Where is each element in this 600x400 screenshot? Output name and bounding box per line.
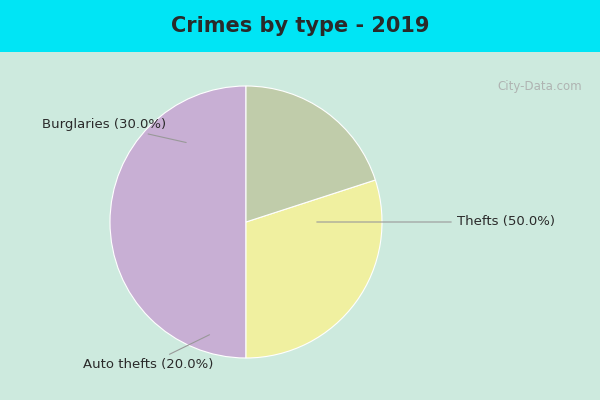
Text: Burglaries (30.0%): Burglaries (30.0%) xyxy=(42,118,186,142)
Text: Crimes by type - 2019: Crimes by type - 2019 xyxy=(171,16,429,36)
Text: Auto thefts (20.0%): Auto thefts (20.0%) xyxy=(83,335,213,371)
Text: City-Data.com: City-Data.com xyxy=(497,80,582,93)
Wedge shape xyxy=(246,180,382,358)
Wedge shape xyxy=(246,86,376,222)
Text: Thefts (50.0%): Thefts (50.0%) xyxy=(317,216,555,228)
Wedge shape xyxy=(110,86,246,358)
